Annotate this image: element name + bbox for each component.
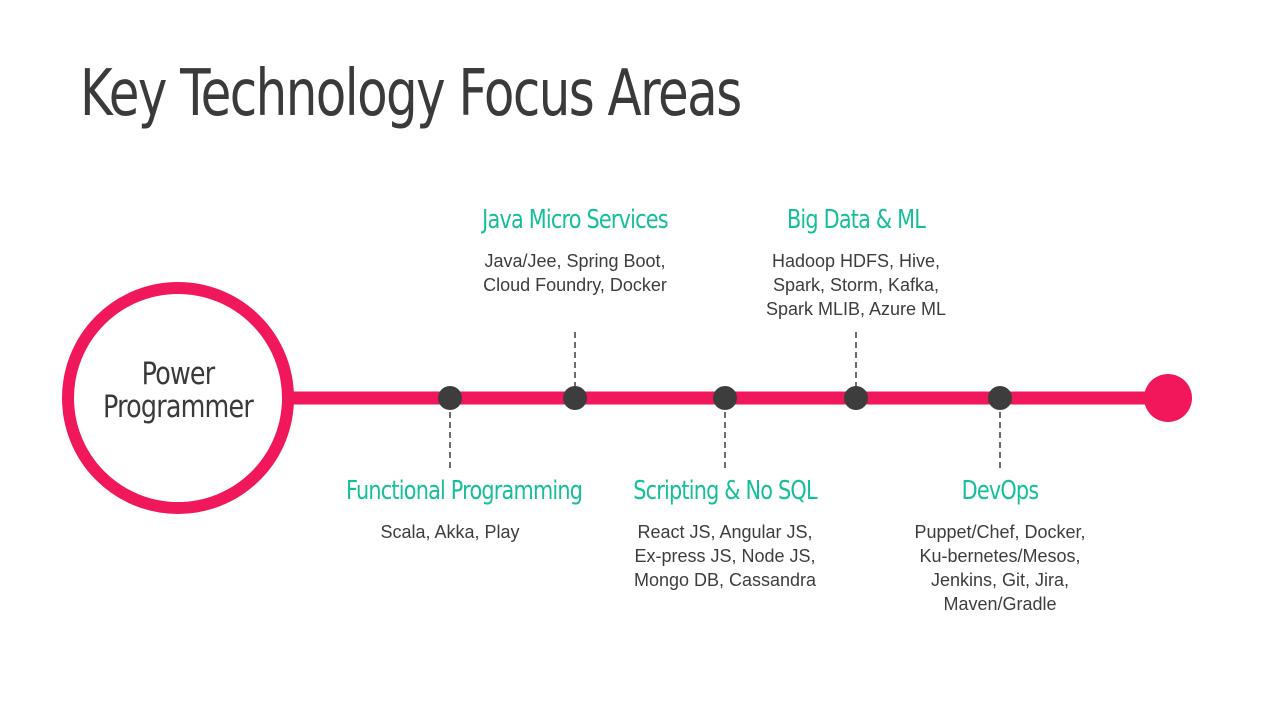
end-dot — [1144, 374, 1192, 422]
node-java-micro-services — [563, 386, 587, 410]
start-label-line1: Power — [141, 356, 216, 392]
topic-description: Puppet/Chef, Docker, Ku-bernetes/Mesos, … — [914, 522, 1086, 614]
topic-scripting-no-sql: Scripting & No SQL React JS, Angular JS,… — [595, 474, 855, 592]
topic-description: Scala, Akka, Play — [380, 522, 520, 542]
topic-title: Functional Programming — [346, 476, 583, 506]
topic-java-micro-services: Java Micro Services Java/Jee, Spring Boo… — [445, 203, 705, 297]
node-big-data-ml — [844, 386, 868, 410]
topic-devops: DevOps Puppet/Chef, Docker, Ku-bernetes/… — [870, 474, 1130, 616]
topic-big-data-ml: Big Data & ML Hadoop HDFS, Hive, Spark, … — [726, 203, 986, 321]
node-scripting-no-sql — [713, 386, 737, 410]
node-devops — [988, 386, 1012, 410]
start-label-line2: Programmer — [103, 389, 254, 425]
topic-title: Java Micro Services — [482, 205, 668, 235]
topic-functional-programming: Functional Programming Scala, Akka, Play — [320, 474, 583, 544]
start-circle — [62, 282, 294, 514]
slide-title: Key Technology Focus Areas — [80, 57, 742, 131]
topic-title: Scripting & No SQL — [633, 476, 817, 506]
node-functional-programming — [438, 386, 462, 410]
topic-description: Hadoop HDFS, Hive, Spark, Storm, Kafka, … — [765, 251, 947, 319]
start-label: Power Programmer — [68, 358, 288, 424]
topic-description: Java/Jee, Spring Boot, Cloud Foundry, Do… — [483, 251, 667, 295]
topic-title: DevOps — [961, 476, 1040, 506]
topic-description: React JS, Angular JS, Ex-press JS, Node … — [633, 522, 817, 590]
topic-title: Big Data & ML — [786, 205, 926, 235]
